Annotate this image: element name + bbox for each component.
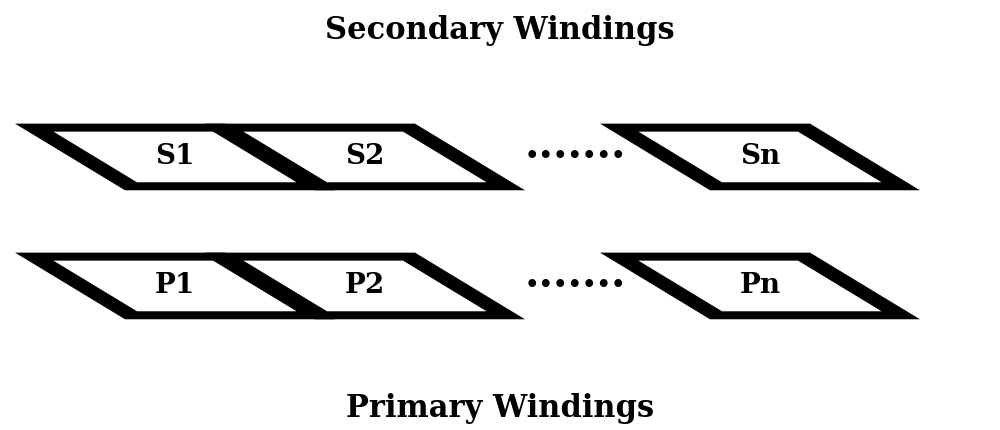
Text: P1: P1 — [155, 273, 195, 299]
Polygon shape — [600, 252, 920, 319]
Polygon shape — [600, 124, 920, 190]
Text: Pn: Pn — [739, 273, 781, 299]
Polygon shape — [638, 261, 882, 311]
Polygon shape — [15, 252, 335, 319]
Text: Primary Windings: Primary Windings — [346, 393, 654, 424]
Text: Sn: Sn — [740, 144, 780, 170]
Polygon shape — [205, 124, 525, 190]
Text: S1: S1 — [155, 144, 195, 170]
Polygon shape — [53, 261, 297, 311]
Text: ·······: ······· — [524, 136, 626, 178]
Text: Secondary Windings: Secondary Windings — [325, 15, 675, 46]
Text: ·······: ······· — [524, 265, 626, 307]
Polygon shape — [243, 132, 487, 182]
Polygon shape — [243, 261, 487, 311]
Polygon shape — [15, 124, 335, 190]
Polygon shape — [205, 252, 525, 319]
Polygon shape — [53, 132, 297, 182]
Text: P2: P2 — [345, 273, 385, 299]
Polygon shape — [638, 132, 882, 182]
Text: S2: S2 — [345, 144, 385, 170]
